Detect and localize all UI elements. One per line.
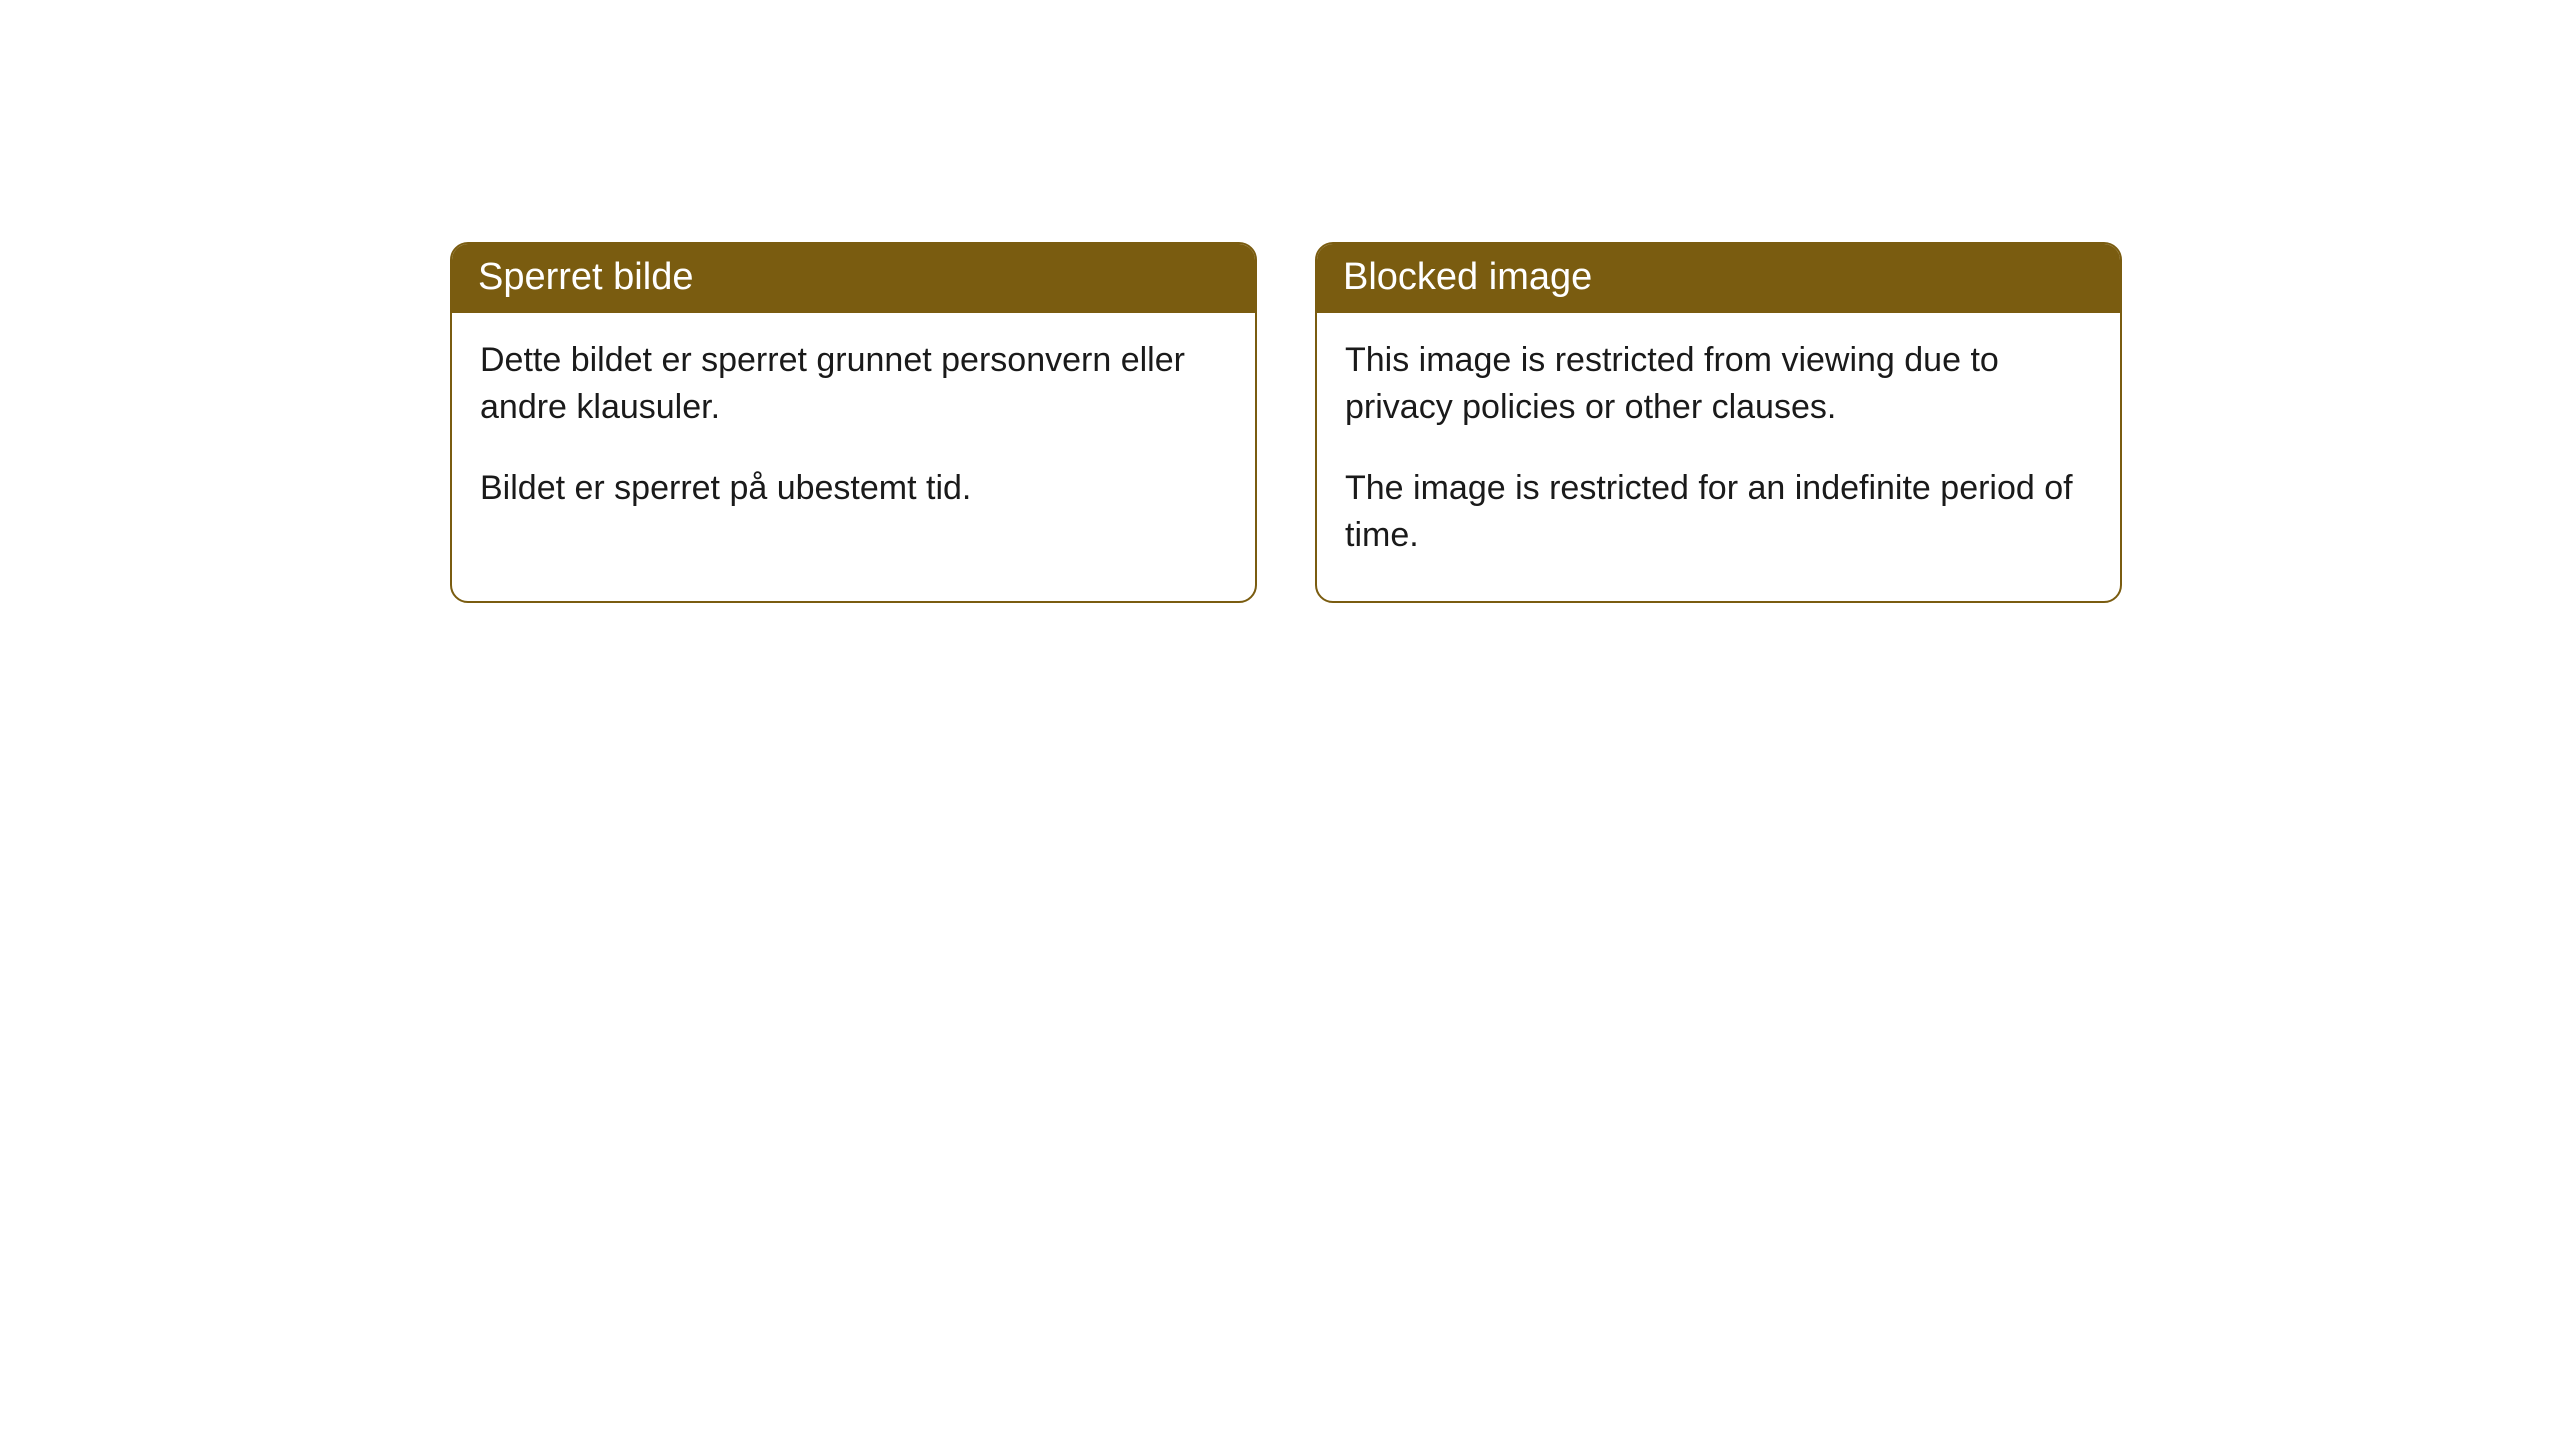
card-title: Blocked image (1317, 244, 2120, 313)
card-paragraph: This image is restricted from viewing du… (1345, 337, 2092, 431)
notice-card-english: Blocked image This image is restricted f… (1315, 242, 2122, 603)
card-paragraph: Dette bildet er sperret grunnet personve… (480, 337, 1227, 431)
card-paragraph: The image is restricted for an indefinit… (1345, 465, 2092, 559)
card-body: This image is restricted from viewing du… (1317, 313, 2120, 601)
notice-cards-row: Sperret bilde Dette bildet er sperret gr… (450, 242, 2560, 603)
card-paragraph: Bildet er sperret på ubestemt tid. (480, 465, 1227, 512)
card-title: Sperret bilde (452, 244, 1255, 313)
notice-card-norwegian: Sperret bilde Dette bildet er sperret gr… (450, 242, 1257, 603)
card-body: Dette bildet er sperret grunnet personve… (452, 313, 1255, 554)
